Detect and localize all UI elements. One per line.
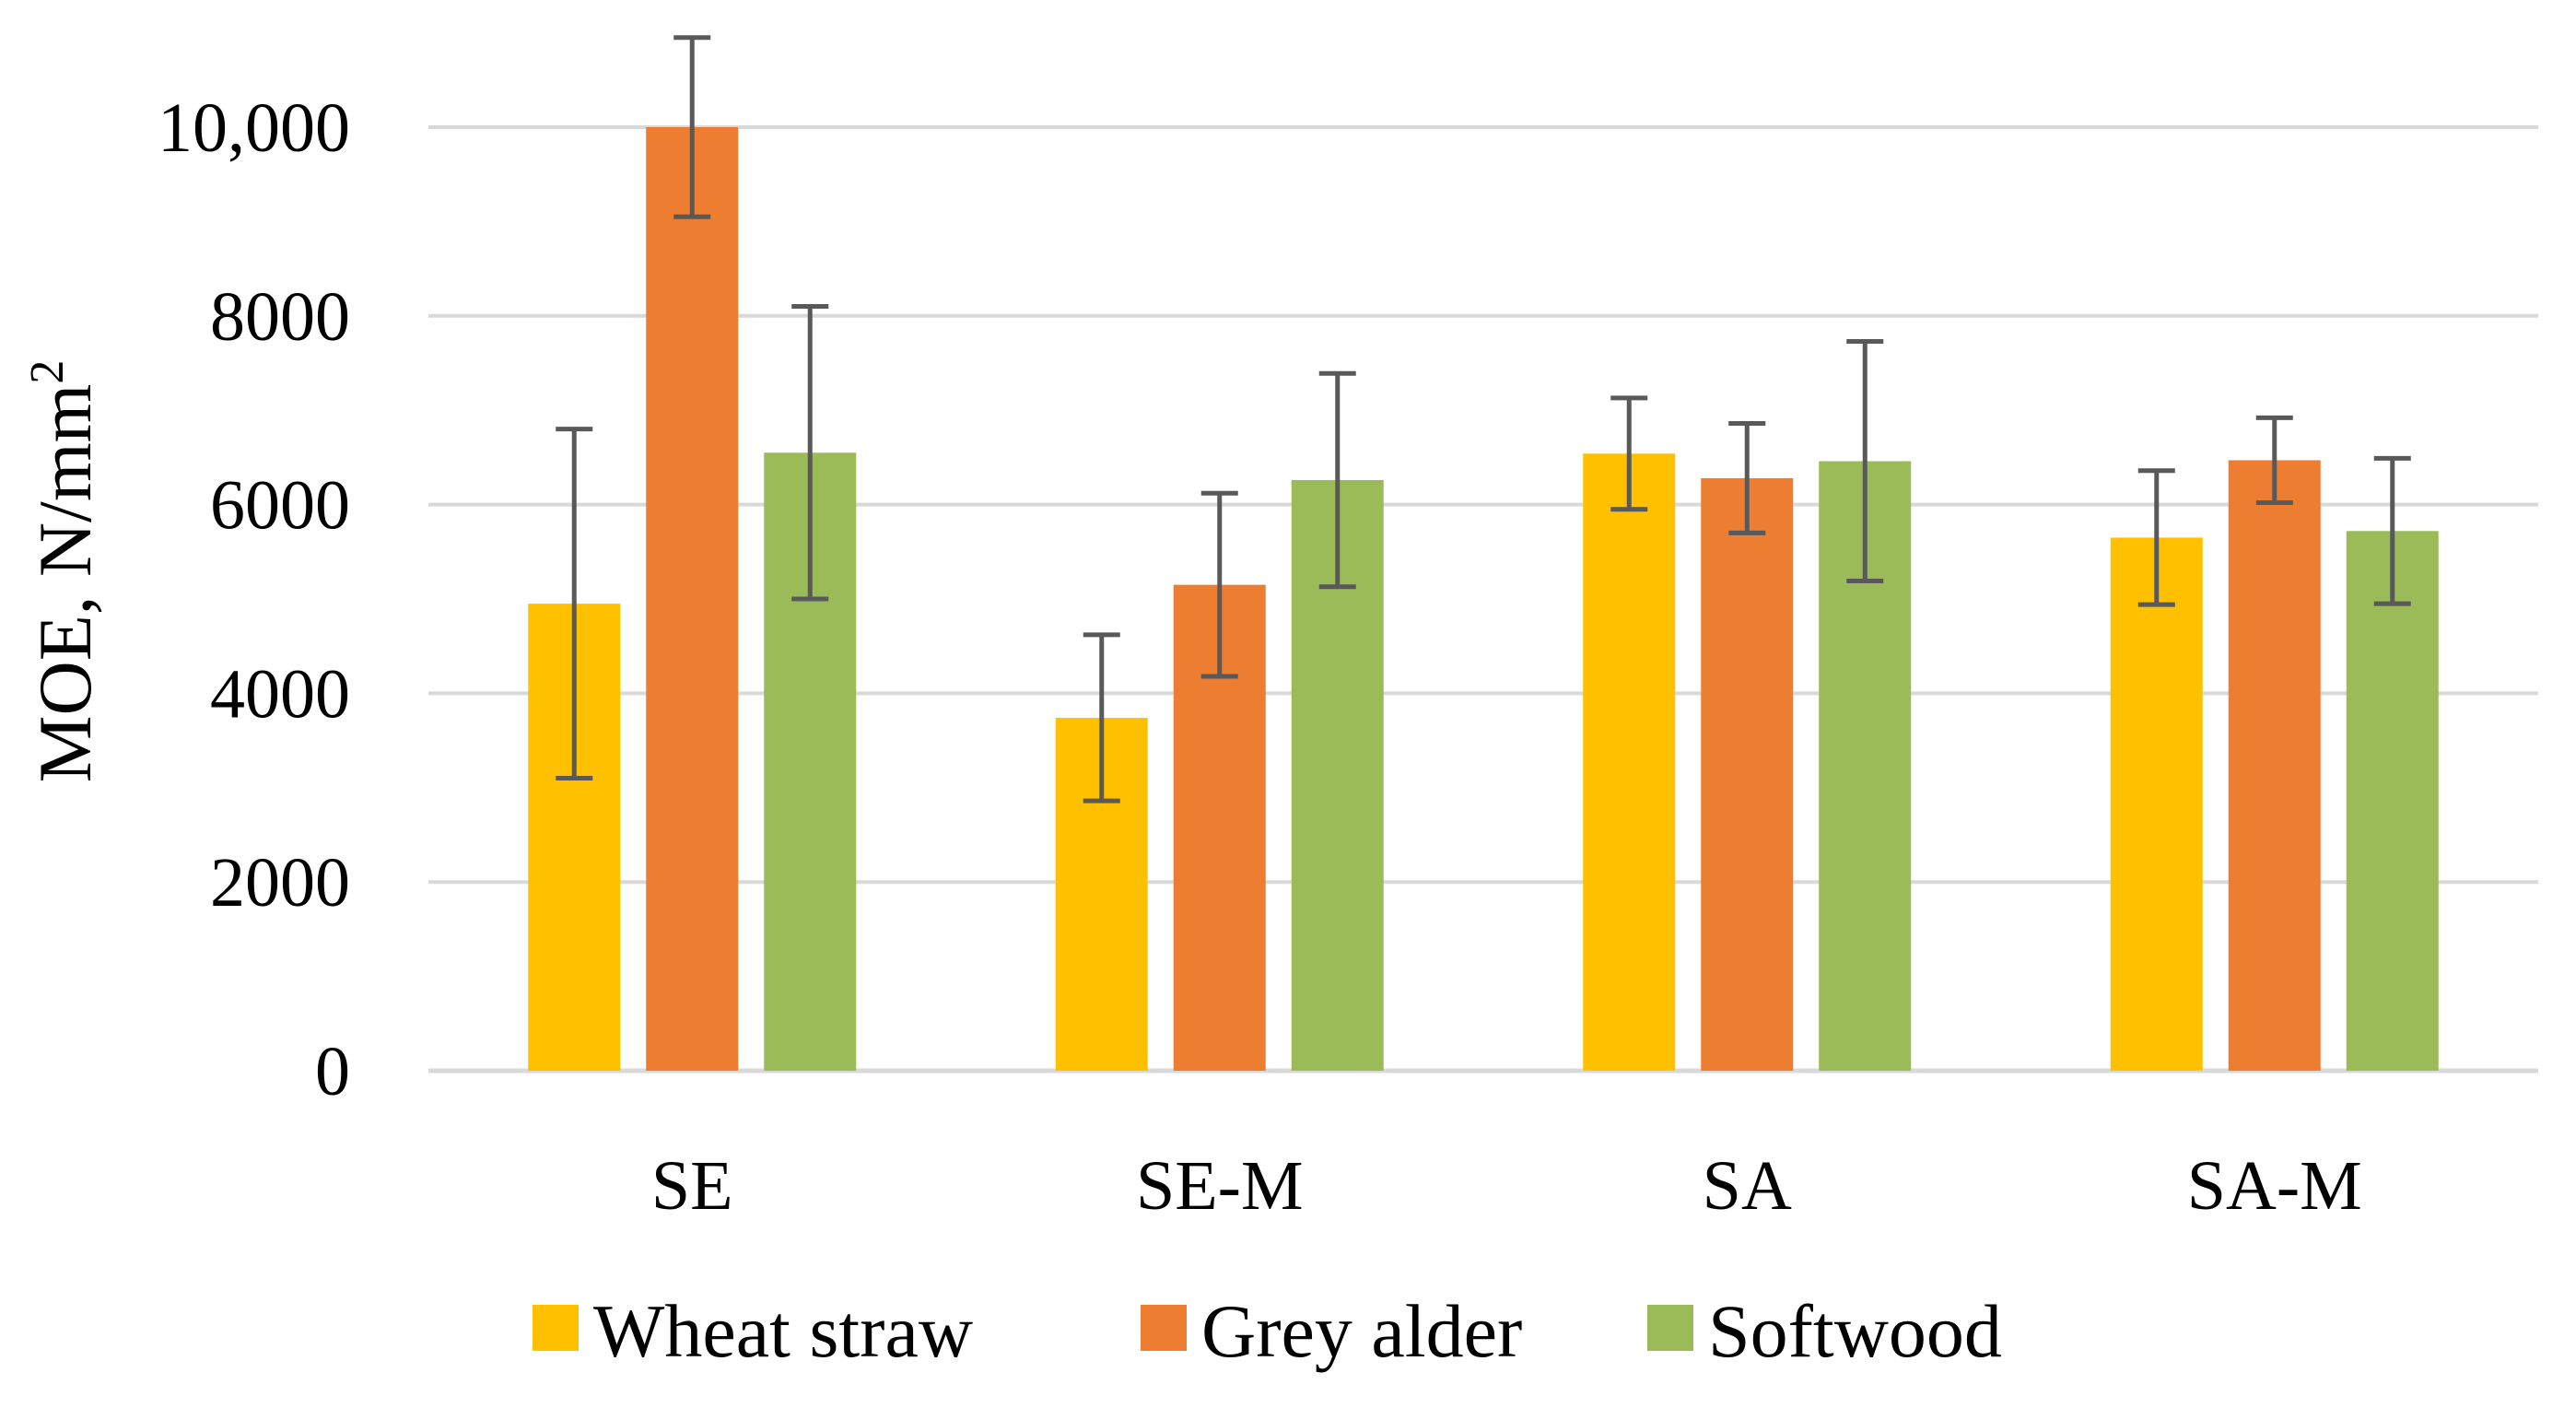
- error-bar: [791, 304, 829, 602]
- error-bar: [2373, 455, 2411, 606]
- legend: Wheat straw Grey alder Softwood: [533, 1289, 2002, 1373]
- bar-grey-alder-sa: [1701, 477, 1794, 1071]
- y-tick-label: 2000: [210, 844, 350, 921]
- bar-wheat-straw-sa: [1583, 453, 1676, 1072]
- x-category-label: SA-M: [2187, 1147, 2362, 1225]
- y-tick-label: 0: [315, 1033, 350, 1110]
- legend-swatch: [1647, 1305, 1693, 1351]
- bar-grey-alder-se: [646, 127, 739, 1071]
- y-tick-label: 8000: [210, 278, 350, 356]
- x-category-label: SA: [1703, 1147, 1792, 1225]
- x-axis-categories: SE SE-M SA SA-M: [651, 1147, 2362, 1225]
- y-axis-label: MOE, N/mm2: [21, 360, 107, 783]
- legend-label: Grey alder: [1201, 1289, 1522, 1373]
- error-bar: [1846, 338, 1884, 584]
- y-tick-label: 6000: [210, 467, 350, 545]
- error-bar: [2255, 415, 2293, 506]
- gridlines: [428, 125, 2538, 1074]
- legend-swatch: [1141, 1305, 1187, 1351]
- y-axis-ticks: 0 2000 4000 6000 8000 10,000: [158, 89, 350, 1110]
- legend-item: Wheat straw: [533, 1289, 973, 1373]
- legend-label: Wheat straw: [593, 1289, 973, 1373]
- bar-grey-alder-sa-m: [2228, 460, 2321, 1071]
- legend-item: Grey alder: [1141, 1289, 1522, 1373]
- error-bar: [1610, 395, 1648, 512]
- error-bar: [2137, 468, 2175, 607]
- legend-item: Softwood: [1647, 1289, 2002, 1373]
- y-axis-label-superscript: 2: [21, 360, 74, 384]
- x-category-label: SE: [651, 1147, 733, 1225]
- legend-swatch: [533, 1305, 579, 1351]
- y-tick-label: 4000: [210, 655, 350, 733]
- error-bar: [556, 427, 593, 781]
- bar-softwood-sa-m: [2346, 531, 2439, 1071]
- error-bar: [1083, 632, 1120, 804]
- error-bar: [1728, 421, 1766, 535]
- error-bars: [556, 35, 2411, 804]
- y-axis-label-text: MOE, N/mm: [23, 384, 107, 783]
- error-bar: [1200, 490, 1238, 679]
- bar-wheat-straw-sa-m: [2110, 537, 2203, 1071]
- error-bar: [1318, 370, 1356, 590]
- error-bar: [673, 35, 711, 219]
- bars: [528, 127, 2439, 1072]
- y-tick-label: 10,000: [158, 89, 350, 167]
- x-category-label: SE-M: [1136, 1147, 1304, 1225]
- legend-label: Softwood: [1708, 1289, 2002, 1373]
